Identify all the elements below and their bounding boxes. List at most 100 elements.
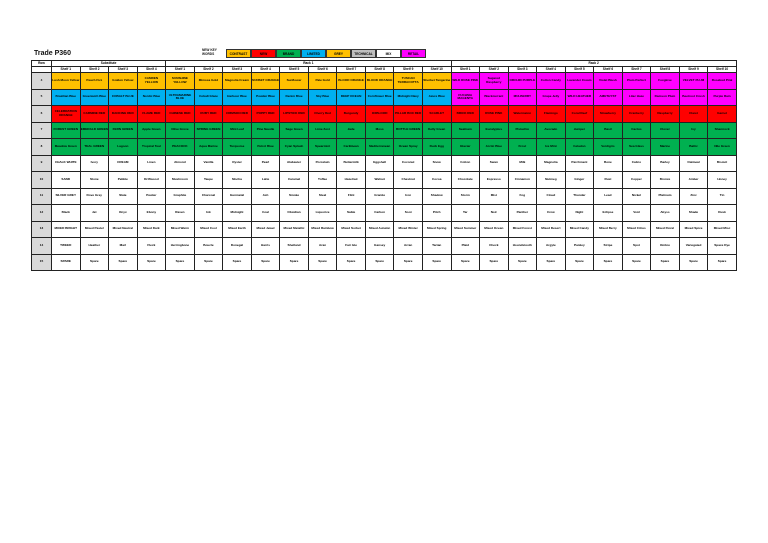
- table-cell[interactable]: Pine Needle: [250, 121, 281, 139]
- table-cell[interactable]: Spare: [678, 253, 709, 271]
- table-cell[interactable]: BLOOD ORANGE: [336, 72, 366, 90]
- table-cell[interactable]: Almond: [165, 154, 195, 172]
- table-cell[interactable]: Ice Mint: [536, 138, 566, 156]
- table-cell[interactable]: Iron: [393, 187, 423, 205]
- table-cell[interactable]: Mixed Misc: [707, 220, 737, 238]
- table-cell[interactable]: Olive Grove: [165, 121, 195, 139]
- table-cell[interactable]: Alabaster: [279, 154, 309, 172]
- table-cell[interactable]: Argyle: [536, 237, 566, 255]
- table-cell[interactable]: Mixed Candy: [564, 220, 595, 238]
- table-cell[interactable]: Cherry Red: [307, 105, 338, 123]
- table-cell[interactable]: Spearmint: [307, 138, 338, 156]
- table-cell[interactable]: Tar: [450, 204, 481, 222]
- table-cell[interactable]: Spare: [564, 253, 595, 271]
- table-cell[interactable]: Sunflower: [279, 72, 309, 90]
- table-cell[interactable]: Night: [564, 204, 595, 222]
- table-cell[interactable]: Petrol Blue: [250, 138, 281, 156]
- table-cell[interactable]: Eclipse: [593, 204, 623, 222]
- table-cell[interactable]: TEAL GREEN: [79, 138, 110, 156]
- table-cell[interactable]: Liquorice: [307, 204, 338, 222]
- table-cell[interactable]: ORCHID PURPLE: [507, 72, 538, 90]
- table-cell[interactable]: Mixed Neutral: [108, 220, 138, 238]
- table-cell[interactable]: Shetland: [279, 237, 309, 255]
- table-cell[interactable]: Shamrock: [707, 121, 737, 139]
- table-cell[interactable]: Mixed Jewel: [250, 220, 281, 238]
- table-cell[interactable]: Mimosa Gold: [193, 72, 224, 90]
- table-cell[interactable]: Mixed Dark: [136, 220, 167, 238]
- table-cell[interactable]: Ocean Spray: [393, 138, 423, 156]
- table-cell[interactable]: Paisley: [564, 237, 595, 255]
- table-cell[interactable]: Duck Egg: [421, 138, 452, 156]
- table-cell[interactable]: Sea Glass: [621, 138, 652, 156]
- table-cell[interactable]: EMERALD GREEN: [79, 121, 110, 139]
- table-cell[interactable]: Spare: [193, 253, 224, 271]
- table-cell[interactable]: Peach Fizz: [79, 72, 110, 90]
- table-cell[interactable]: Burgundy: [336, 105, 366, 123]
- table-cell[interactable]: Mixed Warm: [165, 220, 195, 238]
- table-cell[interactable]: Nordic Blue: [136, 88, 167, 106]
- table-cell[interactable]: Spare: [79, 253, 110, 271]
- table-cell[interactable]: Clover: [650, 121, 680, 139]
- table-cell[interactable]: Spare: [593, 253, 623, 271]
- table-cell[interactable]: Espresso: [479, 171, 509, 189]
- table-cell[interactable]: MIXED BRIGHT: [51, 220, 81, 238]
- table-cell[interactable]: SCARLET: [421, 105, 452, 123]
- table-cell[interactable]: Nile Green: [707, 138, 737, 156]
- table-cell[interactable]: CHALK WHITE: [51, 154, 81, 172]
- table-cell[interactable]: Chocolate: [450, 171, 481, 189]
- table-cell[interactable]: Juniper: [564, 121, 595, 139]
- table-cell[interactable]: BLOOD ORANGE: [364, 72, 395, 90]
- table-cell[interactable]: TUSCAN TERRACOTTA: [393, 72, 423, 90]
- table-cell[interactable]: FLAME RED: [136, 105, 167, 123]
- table-cell[interactable]: Magnolia: [536, 154, 566, 172]
- table-cell[interactable]: Cotton: [450, 154, 481, 172]
- table-cell[interactable]: FUCHSIA MAGENTA: [450, 88, 481, 106]
- table-cell[interactable]: Greenwich Blue: [79, 88, 110, 106]
- table-cell[interactable]: Gunmetal: [222, 187, 252, 205]
- table-cell[interactable]: Bronze: [650, 171, 680, 189]
- table-cell[interactable]: Pistachio: [507, 121, 538, 139]
- table-cell[interactable]: Heather: [79, 237, 110, 255]
- table-cell[interactable]: Spare: [222, 253, 252, 271]
- table-cell[interactable]: Tin: [707, 187, 737, 205]
- table-cell[interactable]: Spare: [621, 253, 652, 271]
- table-cell[interactable]: Harris: [250, 237, 281, 255]
- table-cell[interactable]: Biscuit: [707, 154, 737, 172]
- table-cell[interactable]: Milk: [507, 154, 538, 172]
- table-cell[interactable]: Rosebud Pink: [707, 72, 737, 90]
- table-cell[interactable]: Snow: [421, 154, 452, 172]
- table-cell[interactable]: Lead: [593, 187, 623, 205]
- table-cell[interactable]: Ginger: [564, 171, 595, 189]
- table-cell[interactable]: Carbon: [364, 204, 395, 222]
- table-cell[interactable]: Mixed Metallic: [279, 220, 309, 238]
- table-cell[interactable]: Spare: [707, 253, 737, 271]
- table-cell[interactable]: Cactus: [621, 121, 652, 139]
- table-cell[interactable]: Space Dye: [707, 237, 737, 255]
- table-cell[interactable]: Taupe: [193, 171, 224, 189]
- table-cell[interactable]: Spare: [136, 253, 167, 271]
- table-cell[interactable]: TWEED: [51, 237, 81, 255]
- table-cell[interactable]: Pebble: [108, 171, 138, 189]
- table-cell[interactable]: CELEBRATION ORANGE: [51, 105, 81, 123]
- table-cell[interactable]: Mushroom: [165, 171, 195, 189]
- table-cell[interactable]: SILVER GREY: [51, 187, 81, 205]
- table-cell[interactable]: Cobalt Glaze: [193, 88, 224, 106]
- table-cell[interactable]: POPPY RED: [250, 105, 281, 123]
- table-cell[interactable]: Mixed Berry: [593, 220, 623, 238]
- table-cell[interactable]: Mixed Autumn: [364, 220, 395, 238]
- table-cell[interactable]: Driftwood: [136, 171, 167, 189]
- table-cell[interactable]: Lilac Haze: [621, 88, 652, 106]
- table-cell[interactable]: Platinum: [650, 187, 680, 205]
- table-cell[interactable]: Mixed Cool: [193, 220, 224, 238]
- table-cell[interactable]: VELVET PLUM: [678, 72, 709, 90]
- table-cell[interactable]: Swan: [479, 154, 509, 172]
- table-cell[interactable]: Verdigris: [593, 138, 623, 156]
- table-cell[interactable]: Dove Grey: [79, 187, 110, 205]
- table-cell[interactable]: Garnet: [707, 105, 737, 123]
- table-cell[interactable]: Onyx: [108, 204, 138, 222]
- table-cell[interactable]: RUBY RED: [193, 105, 224, 123]
- table-cell[interactable]: Mixed Earth: [222, 220, 252, 238]
- table-cell[interactable]: Moss: [364, 121, 395, 139]
- table-cell[interactable]: Mixed Summer: [450, 220, 481, 238]
- table-cell[interactable]: Fleck: [136, 237, 167, 255]
